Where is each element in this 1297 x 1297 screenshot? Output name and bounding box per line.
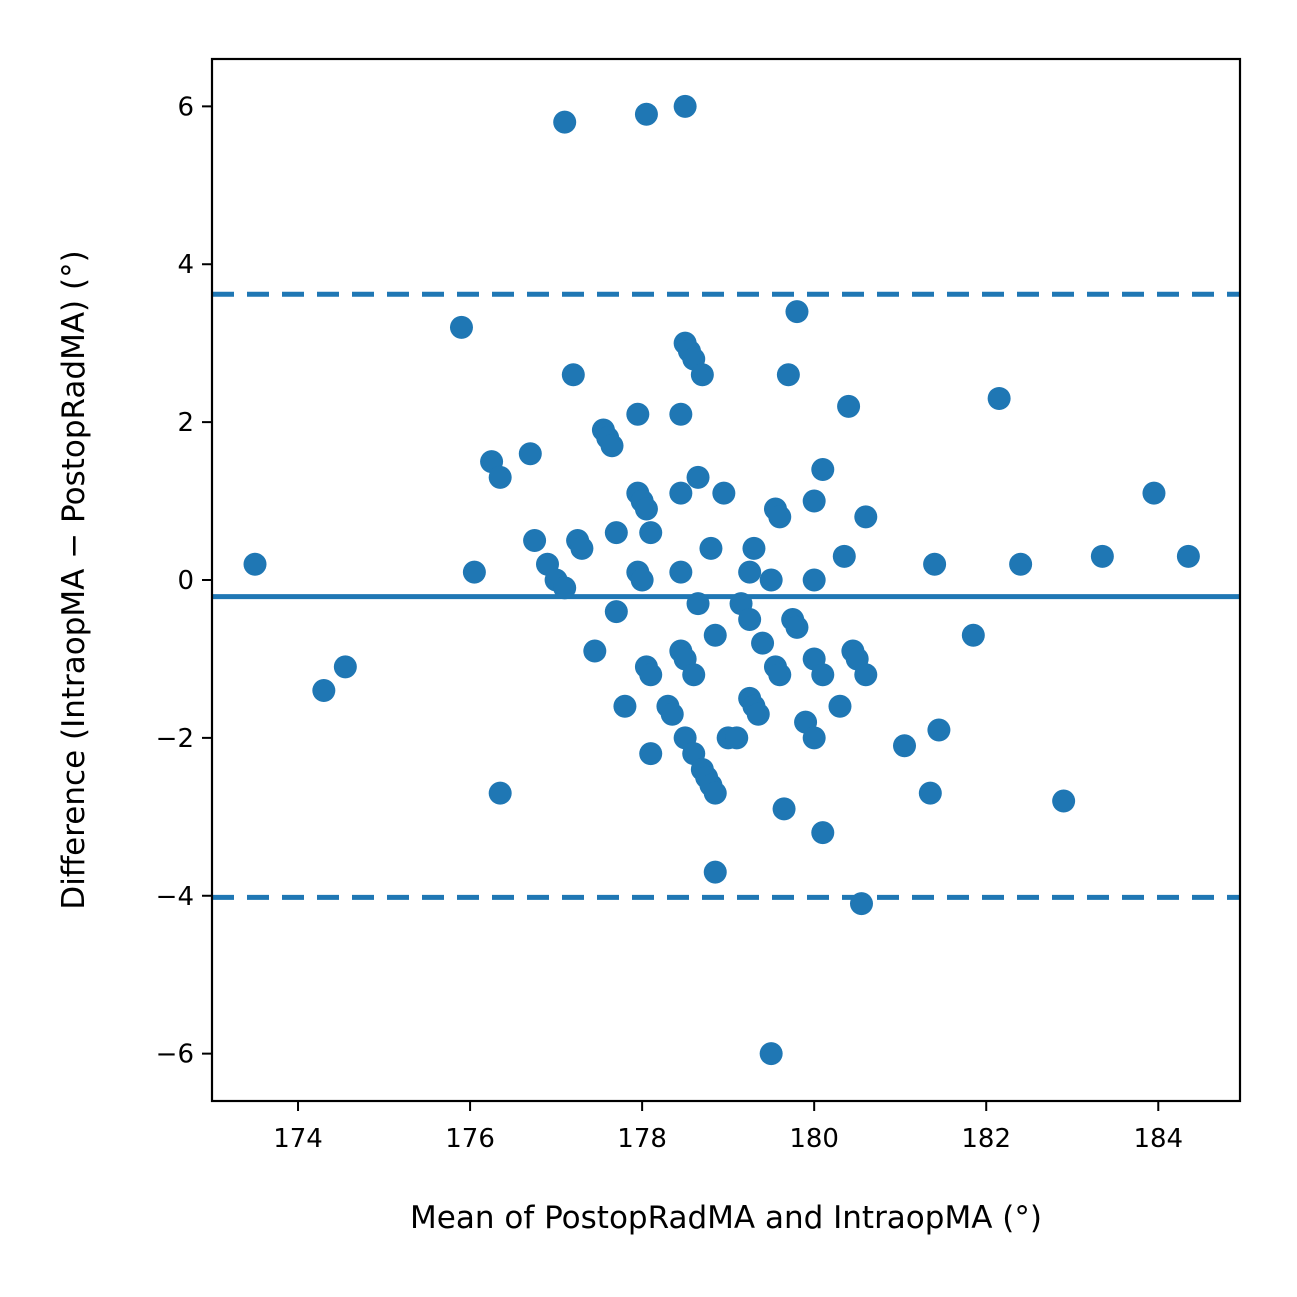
data-point xyxy=(690,363,714,387)
ticks: 174 176 178 180 182 184 −6 −4 −2 0 2 4 6 xyxy=(156,92,1183,1154)
data-point xyxy=(742,536,766,560)
data-point xyxy=(1009,552,1033,576)
data-point xyxy=(987,386,1011,410)
data-point xyxy=(837,394,861,418)
x-tick-label: 178 xyxy=(617,1124,667,1154)
x-tick-label: 174 xyxy=(273,1124,323,1154)
data-point xyxy=(243,552,267,576)
data-point xyxy=(639,742,663,766)
x-tick-label: 182 xyxy=(961,1124,1011,1154)
data-point xyxy=(613,694,637,718)
data-point xyxy=(776,363,800,387)
data-point xyxy=(927,718,951,742)
data-point xyxy=(751,631,775,655)
data-point xyxy=(626,402,650,426)
data-point xyxy=(686,592,710,616)
data-point xyxy=(811,821,835,845)
data-point xyxy=(553,576,577,600)
data-point xyxy=(682,663,706,687)
data-point xyxy=(518,442,542,466)
x-axis-label: Mean of PostopRadMA and IntraopMA (°) xyxy=(410,1200,1042,1236)
data-point xyxy=(918,781,942,805)
data-point xyxy=(570,536,594,560)
data-point xyxy=(604,600,628,624)
y-tick-label: 4 xyxy=(177,250,194,280)
data-point xyxy=(699,536,723,560)
data-point xyxy=(639,663,663,687)
data-point xyxy=(669,560,693,584)
data-point xyxy=(604,521,628,545)
data-point xyxy=(312,679,336,703)
x-tick-label: 180 xyxy=(789,1124,839,1154)
data-point xyxy=(854,663,878,687)
data-point xyxy=(768,663,792,687)
data-point xyxy=(634,102,658,126)
data-point xyxy=(712,481,736,505)
data-point xyxy=(785,615,809,639)
data-point xyxy=(811,457,835,481)
data-point xyxy=(523,529,547,553)
data-point xyxy=(630,568,654,592)
data-point xyxy=(686,465,710,489)
y-tick-label: 0 xyxy=(177,566,194,596)
data-point xyxy=(669,402,693,426)
data-point xyxy=(333,655,357,679)
y-axis-label: Difference (IntraopMA − PostopRadMA) (°) xyxy=(56,250,92,909)
y-tick-label: −6 xyxy=(156,1040,194,1070)
data-point xyxy=(759,1042,783,1066)
data-point xyxy=(1142,481,1166,505)
data-point xyxy=(488,781,512,805)
data-point xyxy=(759,568,783,592)
data-point xyxy=(561,363,585,387)
data-point xyxy=(802,726,826,750)
data-point xyxy=(553,110,577,134)
data-point xyxy=(802,489,826,513)
data-point xyxy=(849,892,873,916)
data-point xyxy=(673,94,697,118)
data-point xyxy=(923,552,947,576)
data-point xyxy=(768,505,792,529)
data-point xyxy=(703,781,727,805)
data-point xyxy=(772,797,796,821)
data-point xyxy=(725,726,749,750)
data-point xyxy=(785,300,809,324)
y-tick-label: 6 xyxy=(177,92,194,122)
data-point xyxy=(1052,789,1076,813)
data-point xyxy=(961,623,985,647)
data-point xyxy=(832,544,856,568)
plot-area xyxy=(212,94,1240,1066)
axes-frame xyxy=(210,57,1242,1103)
data-point xyxy=(828,694,852,718)
data-point xyxy=(449,315,473,339)
data-point xyxy=(802,568,826,592)
data-point xyxy=(1176,544,1200,568)
y-tick-label: −4 xyxy=(156,882,194,912)
data-point xyxy=(1090,544,1114,568)
y-tick-label: 2 xyxy=(177,408,194,438)
data-point xyxy=(600,434,624,458)
data-point xyxy=(738,560,762,584)
data-point xyxy=(854,505,878,529)
data-point xyxy=(703,860,727,884)
data-point xyxy=(660,702,684,726)
data-point xyxy=(893,734,917,758)
data-point xyxy=(583,639,607,663)
x-tick-label: 184 xyxy=(1133,1124,1183,1154)
data-point xyxy=(639,521,663,545)
data-point xyxy=(634,497,658,521)
data-point xyxy=(738,607,762,631)
x-tick-label: 176 xyxy=(445,1124,495,1154)
data-point xyxy=(703,623,727,647)
data-point xyxy=(462,560,486,584)
data-point xyxy=(811,663,835,687)
data-point xyxy=(746,702,770,726)
data-point xyxy=(669,481,693,505)
data-point xyxy=(488,465,512,489)
y-tick-label: −2 xyxy=(156,724,194,754)
